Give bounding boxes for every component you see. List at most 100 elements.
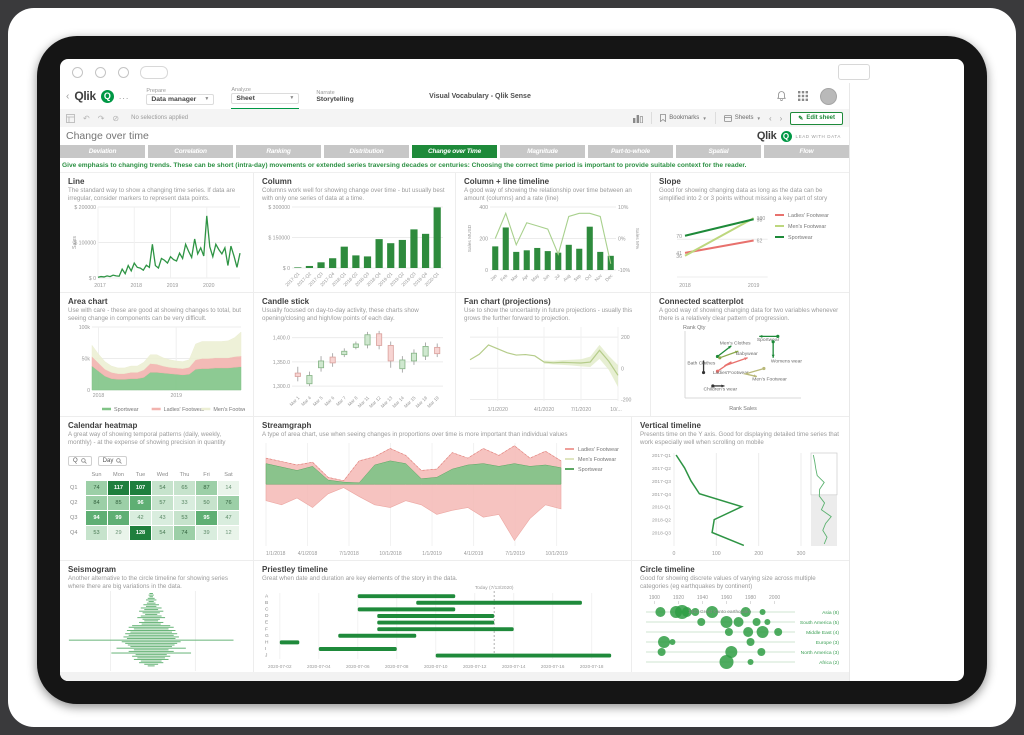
svg-text:2018-Q2: 2018-Q2: [652, 518, 671, 524]
svg-text:0%: 0%: [618, 237, 626, 243]
priestley-timeline-chart[interactable]: 2020-07-02 2020-07-04 2020-07-06 2020-07-08…: [262, 583, 623, 671]
bell-icon[interactable]: [777, 91, 786, 101]
heatmap-cell[interactable]: 96: [129, 495, 152, 512]
area-chart[interactable]: 100k 50k 0 2018 2019 Sportwear Ladies' Footwea…: [68, 323, 245, 414]
heatmap-cell[interactable]: 47: [217, 510, 240, 527]
streamgraph-chart[interactable]: 1/1/2018 4/1/2018 7/1/2018 10/1/2018 1/1/201…: [262, 439, 623, 558]
column-line-chart[interactable]: 400 200 0 10% 0% -10% Sales MUSD Sales M% Jan Feb…: [464, 203, 642, 290]
svg-text:1920: 1920: [673, 595, 684, 601]
tab-ranking[interactable]: Ranking: [236, 145, 321, 158]
svg-text:1,350.0: 1,350.0: [273, 360, 290, 366]
window-dot-3[interactable]: [118, 67, 129, 78]
heatmap-cell[interactable]: 53: [173, 510, 196, 527]
step-back-icon[interactable]: ↶: [83, 113, 90, 123]
line-chart[interactable]: $ 200000 $ 100000 $ 0 2017 2018 2019 2020 Sales: [68, 203, 245, 290]
selections-tool-icon[interactable]: [66, 113, 75, 123]
heatmap-cell[interactable]: 42: [129, 510, 152, 527]
heatmap-cell[interactable]: 94: [85, 510, 108, 527]
svg-text:Ladies' Footwear: Ladies' Footwear: [164, 407, 205, 413]
svg-text:7/1/2018: 7/1/2018: [339, 551, 359, 557]
app-grid-icon[interactable]: [798, 91, 808, 101]
calendar-heatmap[interactable]: Q Day Sun Mon Tue Wed Thu Fri Sat Q1 74 117 107 54 65 8…: [68, 447, 245, 558]
menu-prepare[interactable]: Prepare Data manager ▼: [146, 83, 215, 109]
filter-chip-day[interactable]: Day: [97, 456, 128, 467]
browser-control[interactable]: [838, 64, 870, 80]
heatmap-cell[interactable]: 107: [129, 480, 152, 497]
step-forward-icon[interactable]: ↷: [97, 113, 105, 123]
tab-flow[interactable]: Flow: [764, 145, 849, 158]
svg-text:Men's Footwear: Men's Footwear: [578, 457, 616, 463]
heatmap-cell[interactable]: 87: [195, 480, 218, 497]
window-dot-2[interactable]: [95, 67, 106, 78]
vertical-timeline-chart[interactable]: 0 100 200 300 2017-Q1 2017-Q2 2017-Q3 2017-Q4 20…: [640, 447, 841, 558]
heatmap-cell[interactable]: 53: [85, 525, 108, 542]
tab-deviation[interactable]: Deviation: [60, 145, 145, 158]
clear-selections-icon[interactable]: ⊘: [112, 113, 120, 123]
calendar-table[interactable]: Sun Mon Tue Wed Thu Fri Sat Q1 74 117 107 54 65 87 14 Q…: [68, 470, 240, 542]
heatmap-cell[interactable]: 74: [173, 525, 196, 542]
heatmap-cell[interactable]: 14: [217, 480, 240, 497]
heatmap-cell[interactable]: 74: [85, 480, 108, 497]
qlik-brand-mark: Q: [780, 130, 792, 142]
heatmap-cell[interactable]: 76: [217, 495, 240, 512]
column-chart[interactable]: $ 300000 $ 150000 $ 0 2017-Q1 2017-Q2 2017-Q3…: [262, 203, 447, 290]
heatmap-cell[interactable]: 54: [151, 480, 174, 497]
insight-advisor-icon[interactable]: [633, 114, 644, 123]
card-column: Column Columns work well for showing cha…: [254, 173, 456, 293]
tab-correlation[interactable]: Correlation: [148, 145, 233, 158]
heatmap-cell[interactable]: 117: [107, 480, 130, 497]
prev-sheet-icon[interactable]: ‹: [768, 113, 772, 123]
heatmap-cell[interactable]: 50: [195, 495, 218, 512]
back-icon[interactable]: ‹: [66, 90, 70, 102]
sheets-button[interactable]: Sheets ▼: [723, 114, 761, 122]
tab-part-to-whole[interactable]: Part-to-whole: [588, 145, 673, 158]
svg-text:4/1/2019: 4/1/2019: [464, 551, 484, 557]
edit-sheet-button[interactable]: ✎ Edit sheet: [790, 111, 843, 125]
svg-text:2018-Q1: 2018-Q1: [652, 505, 671, 511]
menu-analyze[interactable]: Analyze Sheet ▼: [231, 82, 300, 110]
svg-text:South America (5): South America (5): [800, 620, 840, 626]
heatmap-cell[interactable]: 54: [151, 525, 174, 542]
qlik-logo: Qlik: [74, 89, 96, 103]
heatmap-cell[interactable]: 95: [195, 510, 218, 527]
heatmap-cell[interactable]: 43: [151, 510, 174, 527]
heatmap-cell[interactable]: 29: [107, 525, 130, 542]
tab-change-over-time[interactable]: Change over Time: [412, 145, 497, 158]
slope-chart[interactable]: 41 62 Ladies' Footwear 36 100 Men's Footwear 7…: [659, 203, 841, 290]
heatmap-cell[interactable]: 99: [107, 510, 130, 527]
circle-timeline-chart[interactable]: 1900 1920 1940 1960 1980 2000 Asia (8) South Am…: [640, 591, 841, 671]
svg-text:10/1/2019: 10/1/2019: [545, 551, 567, 557]
tablet-frame: ‹ Qlik Q ... Prepare Data manager ▼ Analy…: [37, 36, 987, 704]
bookmarks-button[interactable]: Bookmarks ▼: [660, 114, 707, 122]
svg-text:F: F: [265, 626, 268, 632]
svg-text:Mar 4: Mar 4: [300, 395, 312, 407]
search-icon: [116, 458, 123, 465]
heatmap-cell[interactable]: 84: [85, 495, 108, 512]
fan-chart[interactable]: 200 0 -200 1/1/2020 4/1/2020 7/1/2020 10/...: [464, 323, 642, 414]
tab-magnitude[interactable]: Magnitude: [500, 145, 585, 158]
heatmap-cell[interactable]: 39: [195, 525, 218, 542]
heatmap-cell[interactable]: 65: [173, 480, 196, 497]
filter-chip-q[interactable]: Q: [68, 456, 92, 467]
svg-text:Children's wear: Children's wear: [704, 387, 738, 393]
overflow-menu-icon[interactable]: ...: [118, 91, 130, 101]
connected-scatter-chart[interactable]: Rank Qty Rank Sales Sportwear Men's Clothes…: [659, 323, 841, 414]
heatmap-cell[interactable]: 128: [129, 525, 152, 542]
heatmap-cell[interactable]: 85: [107, 495, 130, 512]
menu-analyze-value: Sheet: [236, 94, 255, 102]
bookmark-icon: [660, 114, 667, 122]
svg-text:200: 200: [754, 551, 763, 557]
svg-text:Sportwear: Sportwear: [757, 337, 780, 343]
heatmap-cell[interactable]: 57: [151, 495, 174, 512]
tab-spatial[interactable]: Spatial: [676, 145, 761, 158]
heatmap-cell[interactable]: 33: [173, 495, 196, 512]
next-sheet-icon[interactable]: ›: [779, 113, 783, 123]
tab-distribution[interactable]: Distribution: [324, 145, 409, 158]
seismogram-chart[interactable]: [68, 591, 245, 672]
svg-text:2018: 2018: [679, 283, 691, 289]
avatar[interactable]: [820, 87, 837, 105]
candlestick-chart[interactable]: 1,400.0 1,350.0 1,300.0 Mar 1 Mar 4 Mar 5 Mar …: [262, 323, 447, 414]
window-dot-1[interactable]: [72, 67, 83, 78]
heatmap-cell[interactable]: 12: [217, 525, 240, 542]
menu-narrate[interactable]: Narrate Storytelling: [316, 89, 354, 103]
